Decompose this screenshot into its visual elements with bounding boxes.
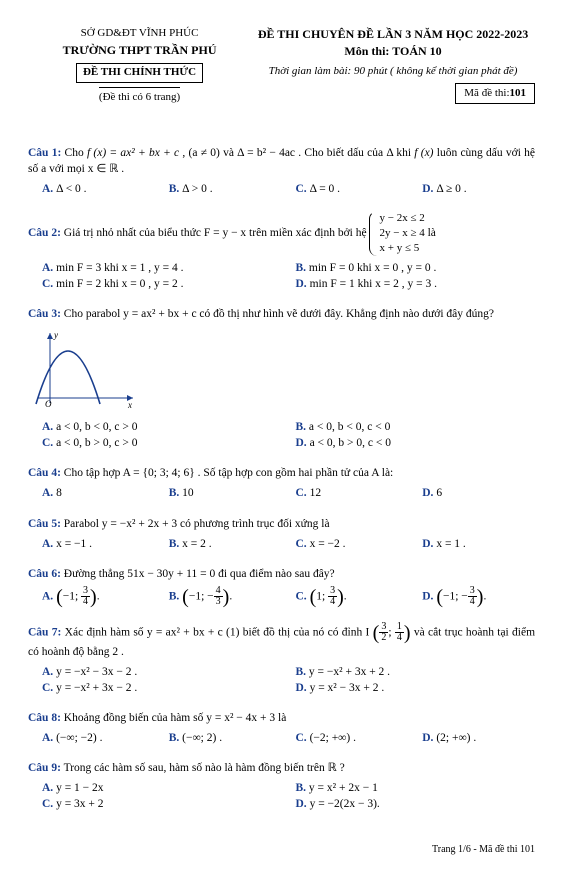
dept-line: SỞ GD&ĐT VĨNH PHÚC [28,26,251,41]
questions-body: Câu 1: Cho f (x) = ax² + bx + c , (a ≠ 0… [28,145,535,813]
q3-c: a < 0, b > 0, c > 0 [56,437,137,449]
question-3: Câu 3: Cho parabol y = ax² + bx + c có đ… [28,306,535,451]
title-line: ĐỀ THI CHUYÊN ĐỀ LẦN 3 NĂM HỌC 2022-2023 [251,26,535,43]
q2-system: y − 2x ≤ 2 2y − x ≥ 4 x + y ≤ 5 [369,211,424,256]
q2-label: Câu 2: [28,227,61,239]
header-left: SỞ GD&ĐT VĨNH PHÚC TRƯỜNG THPT TRẦN PHÚ … [28,26,251,105]
q3-label: Câu 3: [28,308,61,320]
code-label: Mã đề thi: [464,87,509,99]
q5-choices: A. x = −1 . B. x = 2 . C. x = −2 . D. x … [28,536,535,552]
q5-d: x = 1 . [436,538,466,550]
q4-b: 10 [182,487,194,499]
q5-a: x = −1 . [56,538,92,550]
q3-d: a < 0, b > 0, c < 0 [310,437,391,449]
q7-c: y = −x² + 3x − 2 . [56,682,137,694]
exam-code-box: Mã đề thi:101 [455,83,535,104]
question-4: Câu 4: Cho tập hợp A = {0; 3; 4; 6} . Số… [28,465,535,501]
q2-b: min F = 0 khi x = 0 , y = 0 . [309,262,436,274]
q4-d: 6 [436,487,442,499]
q5-c: x = −2 . [310,538,346,550]
q2-s1: y − 2x ≤ 2 [379,211,424,226]
q3-text: Cho parabol y = ax² + bx + c có đồ thị n… [64,308,494,320]
question-9: Câu 9: Trong các hàm số sau, hàm số nào … [28,760,535,812]
q2-a: min F = 3 khi x = 1 , y = 4 . [56,262,183,274]
q1-fx: f (x) = ax² + bx + c [87,147,179,159]
q9-text: Trong các hàm số sau, hàm số nào là hàm … [64,762,345,774]
q5-text: Parabol y = −x² + 2x + 3 có phương trình… [64,518,330,530]
question-2: Câu 2: Giá trị nhỏ nhất của biểu thức F … [28,211,535,292]
page-header: SỞ GD&ĐT VĨNH PHÚC TRƯỜNG THPT TRẦN PHÚ … [28,26,535,105]
q3-a: a < 0, b < 0, c > 0 [56,421,137,433]
q1-d: Δ ≥ 0 . [436,183,466,195]
q7-b: y = −x² + 3x + 2 . [309,666,390,678]
q7-label: Câu 7: [28,626,61,638]
q5-label: Câu 5: [28,518,61,530]
q7-d: y = x² − 3x + 2 . [310,682,385,694]
q4-c: 12 [310,487,322,499]
q9-choices: A. y = 1 − 2x B. y = x² + 2x − 1 C. y = … [28,780,535,812]
q5-b: x = 2 . [182,538,212,550]
q6-choices: A. (−1; 34). B. (−1; −43). C. (1; 34). D… [28,586,535,608]
q1-text-1: Cho [65,147,87,159]
q8-c: (−2; +∞) . [310,732,356,744]
question-5: Câu 5: Parabol y = −x² + 2x + 3 có phươn… [28,516,535,552]
q8-b: (−∞; 2) . [182,732,222,744]
q7-a: y = −x² − 3x − 2 . [56,666,137,678]
q1-fx2: f (x) [414,147,433,159]
q2-s3: x + y ≤ 5 [379,241,424,256]
subject-line: Môn thi: TOÁN 10 [251,43,535,60]
q1-label: Câu 1: [28,147,61,159]
question-1: Câu 1: Cho f (x) = ax² + bx + c , (a ≠ 0… [28,145,535,197]
q8-label: Câu 8: [28,712,61,724]
q9-d: y = −2(2x − 3). [310,798,380,810]
pages-line: (Đề thi có 6 trang) [99,87,180,105]
question-7: Câu 7: Xác định hàm số y = ax² + bx + c … [28,622,535,696]
q6-text: Đường thẳng 51x − 30y + 11 = 0 đi qua đi… [64,568,335,580]
q9-c: y = 3x + 2 [56,798,103,810]
q2-text: Giá trị nhỏ nhất của biểu thức F = y − x… [64,227,370,239]
q7-choices: A. y = −x² − 3x − 2 . B. y = −x² + 3x + … [28,664,535,696]
time-line: Thời gian làm bài: 90 phút ( không kể th… [251,64,535,79]
page-footer: Trang 1/6 - Mã đề thi 101 [28,843,535,857]
q8-text: Khoảng đồng biến của hàm số y = x² − 4x … [64,712,287,724]
q1-a: Δ < 0 . [56,183,87,195]
q6-label: Câu 6: [28,568,61,580]
q9-label: Câu 9: [28,762,61,774]
question-8: Câu 8: Khoảng đồng biến của hàm số y = x… [28,710,535,746]
q4-choices: A. 8 B. 10 C. 12 D. 6 [28,485,535,501]
q1-choices: A. Δ < 0 . B. Δ > 0 . C. Δ = 0 . D. Δ ≥ … [28,181,535,197]
q2-s2: 2y − x ≥ 4 [379,226,424,241]
q8-choices: A. (−∞; −2) . B. (−∞; 2) . C. (−2; +∞) .… [28,730,535,746]
q3-choices: A. a < 0, b < 0, c > 0 B. a < 0, b < 0, … [28,419,535,451]
q9-a: y = 1 − 2x [56,782,103,794]
svg-text:O: O [45,399,52,409]
official-box: ĐỀ THI CHÍNH THỨC [76,63,203,82]
q3-b: a < 0, b < 0, c < 0 [309,421,390,433]
q4-text: Cho tập hợp A = {0; 3; 4; 6} . Số tập hợ… [64,467,393,479]
q4-label: Câu 4: [28,467,61,479]
q2-choices: A. min F = 3 khi x = 1 , y = 4 . B. min … [28,260,535,292]
parabola-graph: O x y [28,328,535,415]
school-line: TRƯỜNG THPT TRẦN PHÚ [28,42,251,59]
svg-text:x: x [127,400,132,410]
q1-b: Δ > 0 . [182,183,213,195]
q7-t1: Xác định hàm số y = ax² + bx + c (1) biế… [65,626,370,638]
header-right: ĐỀ THI CHUYÊN ĐỀ LẦN 3 NĂM HỌC 2022-2023… [251,26,535,105]
svg-text:y: y [53,330,58,340]
q9-b: y = x² + 2x − 1 [309,782,378,794]
q2-tail: là [428,227,436,239]
q8-a: (−∞; −2) . [56,732,102,744]
q8-d: (2; +∞) . [436,732,476,744]
question-6: Câu 6: Đường thẳng 51x − 30y + 11 = 0 đi… [28,566,535,608]
q1-c: Δ = 0 . [310,183,341,195]
q4-a: 8 [56,487,62,499]
q2-d: min F = 1 khi x = 2 , y = 3 . [310,278,437,290]
q1-text-2: , (a ≠ 0) và Δ = b² − 4ac . Cho biết dấu… [182,147,414,159]
q2-c: min F = 2 khi x = 0 , y = 2 . [56,278,183,290]
code-value: 101 [510,87,527,99]
